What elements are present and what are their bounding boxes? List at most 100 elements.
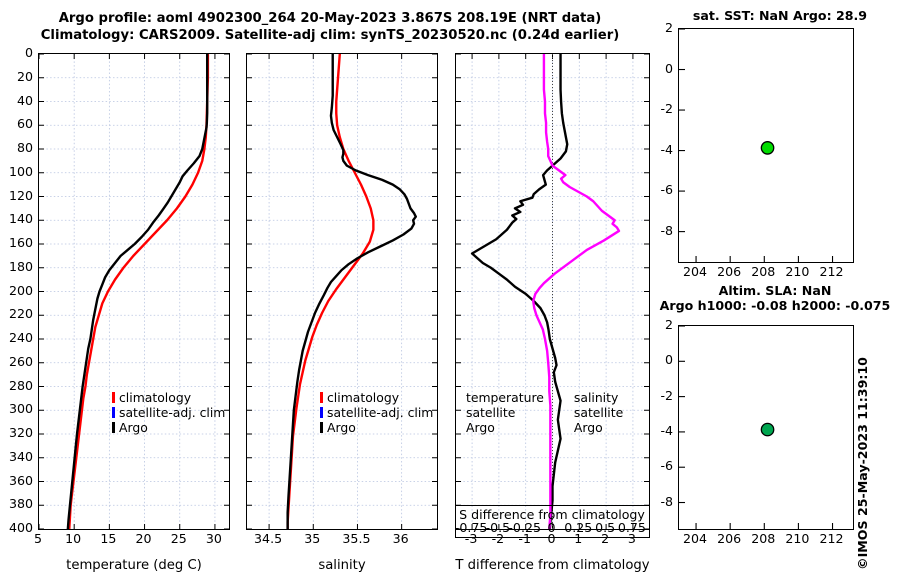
- sla-ytick-m8: -8: [660, 493, 673, 509]
- temp-ytick-160: 160: [8, 235, 33, 250]
- temp-ytick-220: 220: [8, 306, 33, 322]
- sla-xtick-212: 212: [819, 531, 844, 546]
- sst-ytick-m2: -2: [660, 101, 673, 117]
- difference-legend-header-temperature: temperature: [466, 390, 544, 405]
- temp-ytick-240: 240: [8, 330, 33, 345]
- sdifference-inset-axes: [455, 505, 650, 538]
- sdiff-xtick-0_25: 0.25: [564, 520, 593, 535]
- sal-xtick-36: 36: [392, 531, 409, 546]
- temperature-legend-entry: satellite-adj. clim: [112, 405, 225, 420]
- sla-ytick-0: 0: [664, 352, 673, 368]
- sla-map-axes: [678, 325, 854, 530]
- sla-title-line-1: Altim. SLA: NaN: [718, 283, 832, 298]
- sst-panel-title: sat. SST: NaN Argo: 28.9: [692, 8, 868, 23]
- salinity-legend-entry: Argo: [320, 420, 433, 435]
- temperature-legend-swatch-icon: [112, 422, 115, 433]
- temperature-legend: climatology satellite-adj. clim Argo: [112, 390, 225, 435]
- sst-ytick-m8: -8: [660, 222, 673, 238]
- difference-legend-column-temperature: temperature satellite Argo: [466, 390, 544, 435]
- temp-ytick-100: 100: [8, 163, 33, 179]
- sla-ytick-m6: -6: [660, 458, 673, 474]
- sst-xtick-206: 206: [717, 264, 742, 279]
- temperature-legend-label: satellite-adj. clim: [119, 405, 226, 420]
- temp-ytick-140: 140: [8, 211, 33, 227]
- temp-ytick-60: 60: [16, 116, 33, 132]
- salinity-xaxis-label: salinity: [318, 558, 366, 573]
- sst-ytick-m4: -4: [660, 141, 673, 157]
- temp-ytick-200: 200: [8, 282, 33, 298]
- difference-legend-entry: satellite: [574, 405, 623, 420]
- temp-ytick-120: 120: [8, 187, 33, 203]
- difference-legend-label: Argo: [466, 420, 495, 435]
- salinity-legend-label: climatology: [327, 390, 400, 405]
- difference-legend-entry: Argo: [574, 420, 623, 435]
- salinity-legend-label: Argo: [327, 420, 356, 435]
- salinity-legend-swatch-icon: [320, 392, 323, 403]
- temperature-legend-entry: Argo: [112, 420, 225, 435]
- copyright-label: ©IMOS 25-May-2023 11:39:10: [855, 357, 870, 570]
- sla-ytick-2: 2: [664, 317, 673, 332]
- temp-xtick-15: 15: [100, 531, 117, 546]
- salinity-legend-entry: climatology: [320, 390, 433, 405]
- difference-legend-entry: Argo: [466, 420, 544, 435]
- difference-legend-header-salinity: salinity: [573, 390, 619, 405]
- difference-legend-label: Argo: [573, 420, 603, 435]
- sdiff-xtick-m0_5: -0.5: [485, 520, 511, 535]
- sla-ytick-m4: -4: [660, 422, 673, 438]
- difference-legend-label: satellite: [573, 405, 624, 420]
- tdiff-xtick-m2: -2: [491, 531, 505, 546]
- sst-ytick-m6: -6: [660, 182, 673, 198]
- temp-ytick-400: 400: [8, 520, 33, 535]
- temp-ytick-260: 260: [8, 353, 33, 369]
- sla-xtick-206: 206: [717, 531, 742, 546]
- sdiff-xtick-0_75: 0.75: [617, 520, 646, 535]
- salinity-legend: climatology satellite-adj. clim Argo: [320, 390, 433, 435]
- difference-profile-axes: [455, 53, 650, 530]
- tdiff-xtick-0: 0: [547, 531, 556, 546]
- difference-legend-label: satellite: [466, 405, 516, 420]
- temperature-legend-swatch-icon: [112, 392, 115, 403]
- sst-map-axes: [678, 28, 854, 263]
- salinity-profile-axes: [246, 53, 438, 530]
- sdiff-xtick-m0_25: -0.25: [508, 520, 541, 535]
- salinity-legend-label: satellite-adj. clim: [327, 405, 434, 420]
- temp-ytick-360: 360: [8, 472, 33, 488]
- difference-legend: temperature satellite Argo salinity satellit…: [466, 390, 623, 435]
- sst-xtick-212: 212: [819, 264, 844, 279]
- temperature-xaxis-label: temperature (deg C): [66, 558, 202, 573]
- sla-ytick-m2: -2: [660, 387, 673, 403]
- sal-xtick-35: 35: [304, 531, 321, 546]
- temp-xtick-5: 5: [33, 531, 42, 546]
- sla-xtick-208: 208: [751, 531, 776, 546]
- sdiff-xtick-0: 0: [547, 520, 556, 535]
- temp-ytick-180: 180: [8, 258, 33, 274]
- temp-xtick-30: 30: [205, 531, 222, 546]
- sst-xtick-210: 210: [785, 264, 810, 279]
- temperature-legend-label: climatology: [119, 390, 192, 405]
- temp-xtick-10: 10: [65, 531, 82, 546]
- difference-legend-column-salinity: salinity satellite Argo: [574, 390, 623, 435]
- sdiff-xtick-0_5: 0.5: [595, 520, 616, 535]
- temp-ytick-80: 80: [16, 140, 33, 155]
- sla-panel-title: Altim. SLA: NaN Argo h1000: -0.08 h2000:…: [650, 283, 900, 313]
- temperature-profile-axes: [38, 53, 230, 530]
- tdiff-xtick-1: 1: [574, 531, 583, 546]
- sal-xtick-35_5: 35.5: [342, 531, 371, 546]
- tdiff-xtick-m1: -1: [518, 531, 531, 546]
- temp-ytick-380: 380: [8, 496, 33, 512]
- temperature-legend-entry: climatology: [112, 390, 225, 405]
- sla-xtick-210: 210: [785, 531, 810, 546]
- salinity-legend-entry: satellite-adj. clim: [320, 405, 433, 420]
- tdiff-xtick-2: 2: [601, 531, 610, 546]
- difference-legend-entry: satellite: [466, 405, 544, 420]
- temp-ytick-280: 280: [8, 377, 33, 393]
- sla-xtick-204: 204: [683, 531, 708, 546]
- temp-ytick-340: 340: [8, 448, 33, 464]
- salinity-legend-swatch-icon: [320, 422, 323, 433]
- sal-xtick-34_5: 34.5: [254, 531, 283, 546]
- sdiff-xaxis-label: S difference from climatology: [459, 507, 645, 522]
- salinity-legend-swatch-icon: [320, 407, 323, 418]
- temperature-legend-swatch-icon: [112, 407, 115, 418]
- temp-ytick-20: 20: [16, 68, 33, 84]
